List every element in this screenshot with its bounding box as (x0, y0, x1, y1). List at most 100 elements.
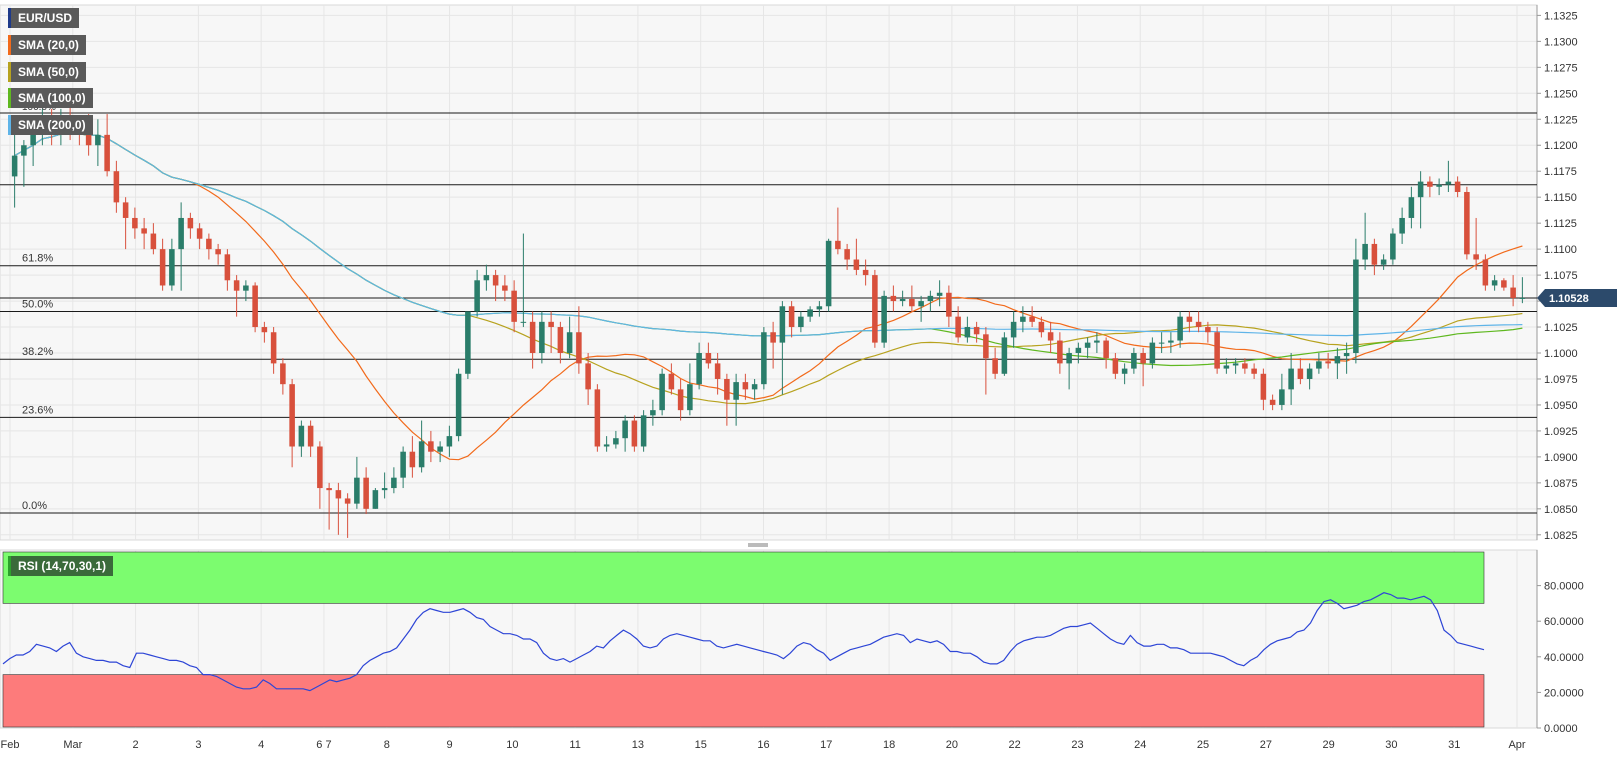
legend-sma20-tag[interactable]: SMA (20,0) (8, 35, 86, 55)
candle-body (714, 363, 721, 379)
candle-body (640, 415, 647, 447)
legend-sma200-tag[interactable]: SMA (200,0) (8, 115, 93, 135)
candle-body (224, 254, 231, 281)
x-tick-label: 8 (384, 739, 390, 751)
x-tick-label: 3 (195, 739, 201, 751)
candle-body (659, 373, 665, 411)
candle-body (603, 444, 610, 447)
price-tick-label: 1.1100 (1544, 244, 1577, 256)
x-tick-label: 27 (1260, 739, 1272, 751)
candle-body (289, 384, 295, 447)
candle-body (1288, 368, 1294, 390)
candle-body (936, 292, 943, 296)
candle-body (326, 488, 332, 491)
candle-body (298, 425, 305, 447)
candle-body (474, 280, 480, 312)
candle-body (187, 217, 194, 229)
candle-body (113, 171, 120, 203)
candle-body (899, 298, 906, 302)
candle-body (1436, 184, 1442, 187)
candle-body (594, 389, 601, 447)
fib-level-label: 61.8% (22, 253, 53, 265)
sma-20-line (14, 133, 1523, 461)
x-tick-label: Apr (1508, 739, 1525, 751)
price-tick-label: 1.0850 (1544, 504, 1578, 516)
legend-sma50-label: SMA (50,0) (18, 65, 79, 79)
candle-body (206, 238, 212, 250)
candle-body (1390, 233, 1396, 260)
candle-body (687, 384, 693, 411)
candle-body (418, 441, 425, 468)
candle-body (705, 353, 712, 364)
legend-sma50-tag[interactable]: SMA (50,0) (8, 62, 86, 82)
price-tick-label: 1.1000 (1544, 348, 1578, 360)
sma-200-line (14, 133, 1523, 337)
candle-body (613, 438, 619, 445)
candle-body (1205, 327, 1211, 333)
x-tick-label: 23 (1071, 739, 1083, 751)
candle-body (1501, 280, 1507, 288)
x-tick-label: 13 (632, 739, 644, 751)
candle-body (391, 477, 397, 489)
candle-body (548, 321, 554, 328)
candle-body (1380, 259, 1387, 265)
x-tick-label: 16 (757, 739, 769, 751)
candle-body (631, 420, 638, 447)
candle-body (95, 134, 101, 146)
x-tick-label: 2 (133, 739, 139, 751)
candle-body (668, 373, 675, 390)
candle-body (566, 332, 573, 354)
price-tick-label: 1.1325 (1544, 10, 1578, 22)
rsi-legend-label: RSI (14,70,30,1) (18, 559, 107, 573)
candle-body (696, 353, 702, 385)
candle-body (1020, 316, 1026, 322)
candle-body (1482, 259, 1489, 286)
candle-body (853, 259, 860, 270)
candle-body (21, 145, 27, 156)
candle-body (104, 134, 110, 172)
rsi-legend-tag[interactable]: RSI (14,70,30,1) (8, 556, 114, 576)
x-tick-label: 17 (820, 739, 832, 751)
price-tick-label: 1.0950 (1544, 400, 1578, 412)
legend-symbol-label: EUR/USD (18, 11, 73, 25)
x-tick-label: Feb (1, 739, 20, 751)
candle-body (1473, 254, 1479, 260)
candle-body (751, 384, 758, 390)
candle-body (964, 327, 971, 338)
candle-body (1427, 181, 1433, 187)
candle-body (354, 477, 360, 504)
candle-body (1010, 321, 1017, 338)
rsi-tick-label: 40.0000 (1544, 652, 1584, 664)
candle-body (946, 292, 952, 317)
rsi-tick-label: 0.0000 (1544, 723, 1578, 735)
x-tick-label: 18 (883, 739, 895, 751)
candle-body (1131, 353, 1137, 369)
candle-body (1195, 321, 1202, 328)
candle-body (761, 332, 767, 385)
price-tick-label: 1.1200 (1544, 140, 1578, 152)
candle-body (1168, 340, 1174, 343)
x-tick-label: 20 (946, 739, 958, 751)
fib-level-label: 23.6% (22, 404, 53, 416)
candle-body (835, 240, 841, 250)
x-tick-label: 25 (1197, 739, 1209, 751)
rsi-tick-label: 80.0000 (1544, 581, 1584, 593)
candle-body (363, 477, 369, 509)
candle-body (1464, 191, 1470, 255)
candle-body (1260, 373, 1267, 400)
candle-body (215, 249, 221, 255)
x-tick-label: 10 (506, 739, 518, 751)
legend-sma100-tag[interactable]: SMA (100,0) (8, 88, 93, 108)
candle-body (1047, 332, 1054, 341)
candle-body (1186, 316, 1193, 322)
candle-body (992, 358, 998, 374)
rsi-line (2, 592, 1485, 692)
candle-body (511, 290, 517, 322)
candle-body (955, 316, 961, 338)
candle-body (1029, 316, 1035, 322)
legend-symbol-tag[interactable]: EUR/USD (8, 8, 80, 28)
last-price-label: 1.10528 (1549, 293, 1589, 305)
price-tick-label: 1.0925 (1544, 426, 1578, 438)
candle-body (677, 389, 684, 411)
candle-body (742, 382, 749, 390)
